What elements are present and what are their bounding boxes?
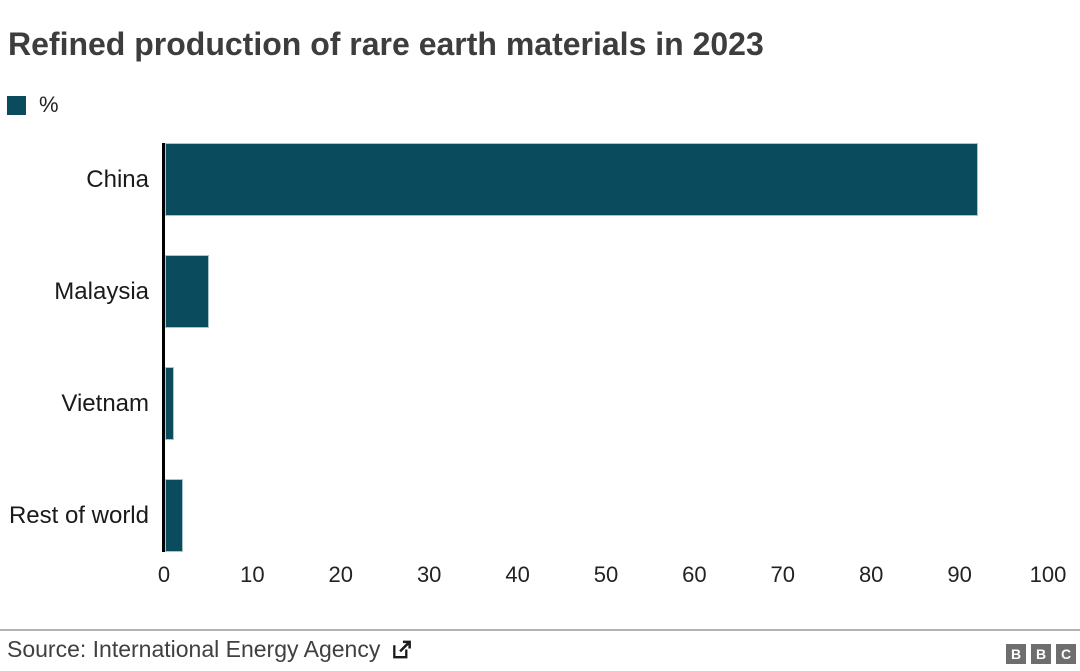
bar-track [165,367,1049,440]
x-tick: 70 [770,562,796,587]
bar-track [165,255,1049,328]
legend-label: % [39,92,59,117]
category-label: Rest of world [8,501,149,529]
bar-row-rest-of-world: Rest of world [0,479,1080,552]
legend-swatch-icon [7,95,26,115]
footer-divider [0,629,1080,631]
source-text: Source: International Energy Agency [7,636,381,662]
bar-row-vietnam: Vietnam [0,367,1080,440]
bar-row-malaysia: Malaysia [0,255,1080,328]
category-label: Vietnam [61,389,149,417]
source-row: Source: International Energy Agency [7,636,413,663]
legend: % [7,92,59,118]
x-axis-ticks: 0 10 20 30 40 50 60 70 80 90 100 [158,562,1066,590]
bar-track [165,479,1049,552]
bar-track [165,143,1049,216]
x-tick: 30 [416,562,442,587]
x-tick: 40 [505,562,530,587]
bbc-logo: B B C [1006,644,1076,664]
bar-china [165,143,979,216]
category-label: Malaysia [54,277,149,305]
bar-rest-of-world [165,479,183,552]
bbc-logo-block: C [1056,644,1076,664]
bbc-logo-block: B [1006,644,1026,664]
x-tick: 0 [157,562,171,587]
y-axis-line [162,143,165,552]
x-tick: 60 [682,562,707,587]
bar-vietnam [165,367,174,440]
x-tick: 90 [947,562,972,587]
bar-malaysia [165,255,210,328]
x-tick: 100 [1029,562,1067,587]
x-tick: 50 [593,562,619,587]
category-label: China [86,165,149,193]
plot-area: China Malaysia Vietnam Rest of world [0,143,1080,552]
x-tick: 10 [240,562,265,587]
x-tick: 20 [328,562,354,587]
bbc-logo-block: B [1031,644,1051,664]
chart-title: Refined production of rare earth materia… [8,26,764,62]
bar-row-china: China [0,143,1080,216]
external-link-icon[interactable] [390,638,413,661]
bar-rows: China Malaysia Vietnam Rest of world [0,143,1080,552]
x-tick: 80 [858,562,884,587]
